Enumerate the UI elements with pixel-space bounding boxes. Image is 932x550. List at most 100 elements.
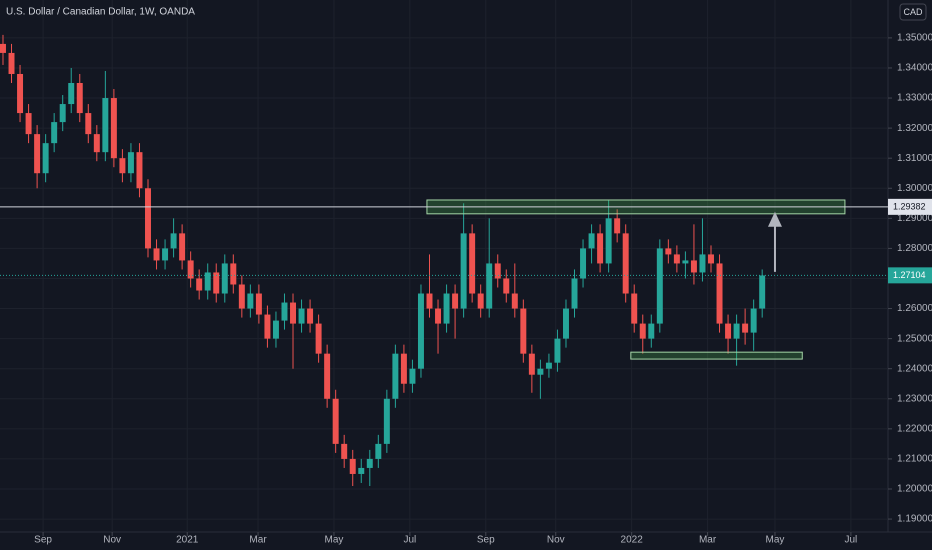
currency-label: CAD: [903, 7, 923, 17]
candle-body: [725, 323, 732, 339]
candle-body: [145, 188, 151, 249]
last-price-label: 1.27104: [893, 270, 926, 280]
y-tick-label: 1.23000: [897, 393, 932, 404]
candle-body: [238, 284, 245, 309]
candle-body: [409, 368, 416, 384]
candle-body: [545, 362, 552, 369]
candle-body: [315, 323, 322, 354]
y-tick-label: 1.22000: [897, 423, 932, 434]
x-tick-label: Jul: [403, 535, 416, 546]
x-tick-label: 2022: [621, 535, 644, 546]
candle-body: [221, 263, 228, 294]
x-tick-label: May: [325, 535, 344, 546]
candle-body: [716, 263, 723, 324]
candle-body: [136, 152, 143, 189]
y-tick-label: 1.28000: [897, 243, 932, 254]
candle-body: [247, 293, 254, 309]
candle-body: [119, 158, 126, 174]
candle-body: [34, 134, 41, 174]
y-tick-label: 1.34000: [897, 63, 932, 74]
candle-body: [759, 275, 766, 309]
candle-body: [162, 248, 169, 261]
candle-body: [460, 233, 467, 309]
candle-body: [494, 263, 501, 279]
x-tick-label: Sep: [477, 535, 495, 546]
candle-body: [503, 278, 510, 294]
candle-body: [298, 308, 305, 324]
crosshair-badge: [888, 198, 932, 215]
candle-body: [520, 308, 527, 354]
candle-body: [750, 308, 757, 333]
candle-body: [588, 233, 595, 249]
overlay: [0, 199, 888, 360]
candle-body: [580, 248, 587, 279]
candle-body: [648, 323, 655, 339]
y-tick-label: 1.24000: [897, 363, 932, 374]
candle-body: [255, 293, 262, 315]
candle-body: [170, 233, 177, 249]
candle-body: [742, 323, 749, 333]
candle-body: [554, 338, 561, 363]
candle-body: [93, 134, 100, 153]
candle-body: [392, 353, 399, 399]
x-tick-label: Jul: [844, 535, 857, 546]
candle-body: [435, 308, 442, 324]
candle-body: [42, 143, 49, 174]
candle-body: [25, 113, 32, 135]
arrow-head: [767, 211, 782, 227]
y-tick-label: 1.32000: [897, 123, 932, 134]
candle-body: [290, 302, 296, 324]
candle-body: [614, 218, 621, 234]
candle-body: [400, 353, 407, 384]
x-tick-label: Nov: [103, 535, 121, 546]
candle-body: [375, 443, 382, 459]
candle-body: [528, 353, 535, 375]
candle-body: [656, 248, 663, 324]
candle-body: [324, 353, 331, 399]
candle-body: [452, 293, 459, 309]
last-price-badge: [888, 267, 932, 284]
y-tick-label: 1.30000: [897, 183, 932, 194]
candle-body: [8, 52, 15, 74]
candle-body: [230, 263, 237, 285]
candle-body: [673, 254, 680, 264]
candle-body: [426, 293, 433, 309]
candle-body: [477, 293, 484, 309]
candle-body: [102, 98, 109, 153]
candle-body: [264, 314, 271, 339]
candle-body: [597, 233, 604, 264]
candle-body: [341, 443, 348, 459]
candle-body: [511, 293, 518, 309]
y-tick-label: 1.35000: [897, 33, 932, 44]
marks: [0, 34, 766, 486]
candle-body: [153, 248, 160, 261]
y-tick-label: 1.20000: [897, 484, 932, 495]
candle-body: [196, 278, 203, 291]
candle-body: [187, 260, 194, 279]
x-tick-label: Mar: [249, 535, 267, 546]
candle-body: [59, 104, 66, 123]
y-tick-label: 1.31000: [897, 153, 932, 164]
candle-body: [537, 368, 544, 375]
y-tick-label: 1.29000: [897, 213, 932, 224]
candle-body: [639, 323, 646, 339]
candle-body: [110, 98, 117, 159]
x-tick-label: Mar: [699, 535, 717, 546]
candle-body: [332, 398, 339, 444]
candle-body: [179, 233, 186, 261]
candle-body: [76, 83, 83, 114]
currency-badge[interactable]: [899, 3, 927, 21]
candle-body: [0, 43, 6, 53]
candle-body: [204, 272, 211, 291]
candle-body: [272, 320, 279, 339]
candle-body: [281, 302, 288, 321]
candle-body: [690, 260, 697, 273]
candle-body: [366, 458, 373, 468]
chart-title: U.S. Dollar / Canadian Dollar, 1W, OANDA: [6, 7, 195, 18]
y-tick-label: 1.25000: [897, 333, 932, 344]
candle-body: [469, 233, 476, 294]
candle-body: [51, 122, 58, 144]
candle-body: [733, 323, 740, 339]
